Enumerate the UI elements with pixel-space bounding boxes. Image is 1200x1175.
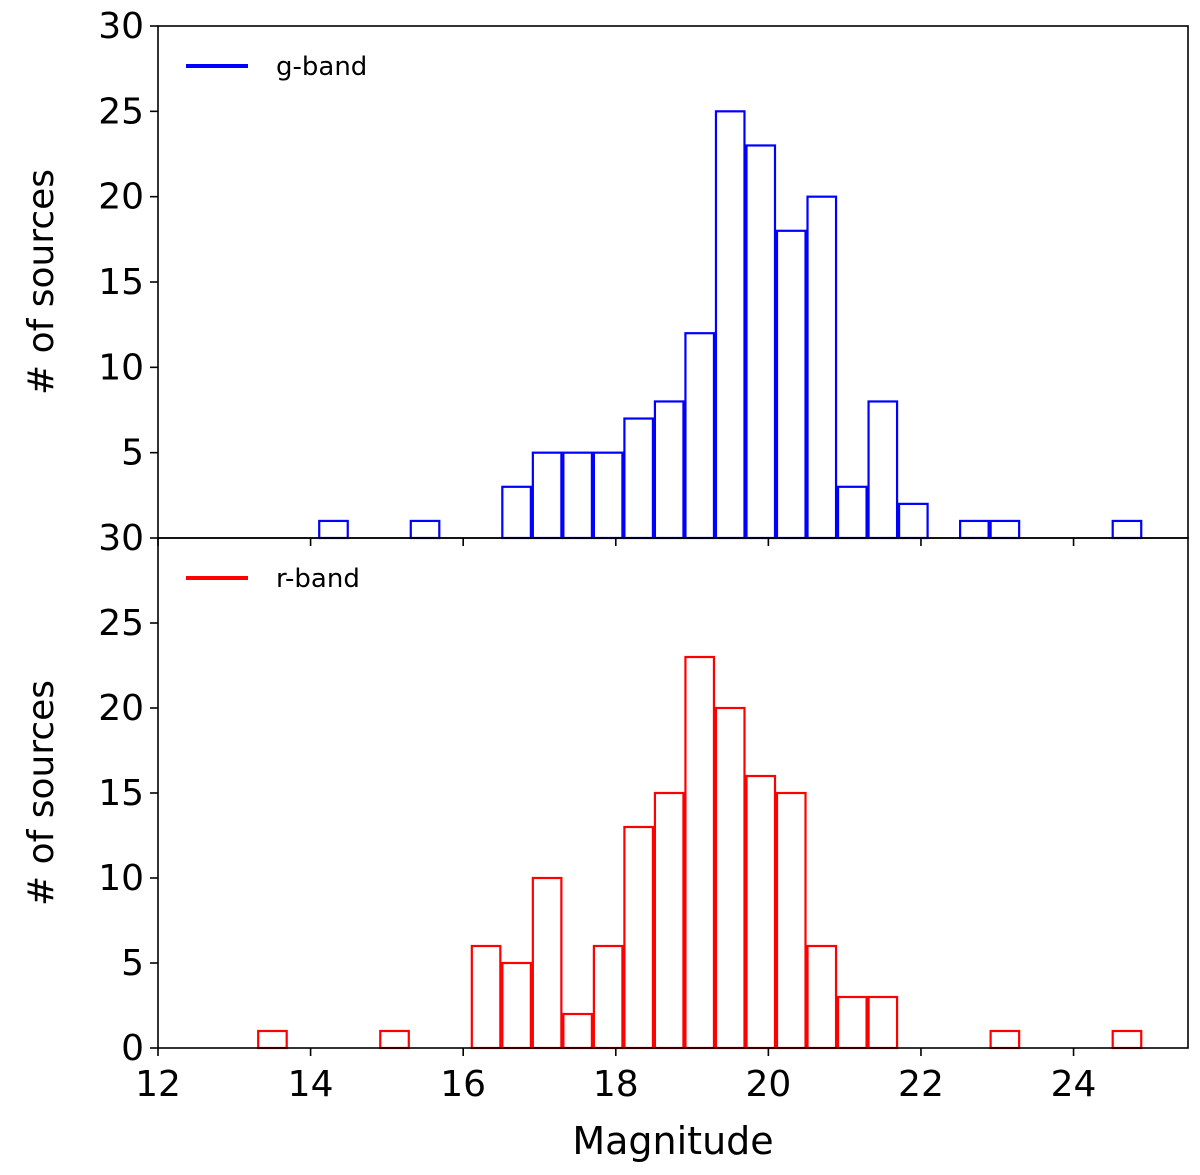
bottom-bar-9 (470, 944, 502, 1050)
bottom-bar-19 (775, 791, 807, 1050)
ticks (150, 25, 1075, 1056)
bottom-xtick-label-22: 22 (898, 1064, 944, 1105)
bottom-bar-21 (836, 995, 868, 1050)
top-legend-label: g-band (276, 52, 367, 82)
top-bar-13 (592, 451, 624, 540)
top-ytick-label-5: 5 (121, 433, 144, 474)
bottom-bar-14 (623, 825, 655, 1050)
legends: g-band r-band (186, 52, 367, 594)
bottom-xtick-label-16: 16 (440, 1064, 486, 1105)
bottom-bar-26 (989, 1029, 1021, 1050)
top-bar-14 (623, 417, 655, 540)
bottom-xtick-label-24: 24 (1051, 1064, 1097, 1105)
bottom-xtick-label-14: 14 (288, 1064, 334, 1105)
top-bar-19 (775, 229, 807, 540)
bottom-ytick-label-10: 10 (98, 858, 144, 899)
bottom-bar-18 (745, 774, 777, 1050)
bottom-xtick-label-18: 18 (593, 1064, 639, 1105)
bottom-xlabel: Magnitude (572, 1119, 773, 1163)
top-bar-30 (1111, 519, 1143, 540)
bottom-ytick-label-5: 5 (121, 943, 144, 984)
top-bar-12 (562, 451, 593, 540)
top-bar-15 (653, 400, 685, 540)
bottom-bar-10 (501, 961, 532, 1050)
top-axes-frame (157, 25, 1189, 539)
labels: 5 10 15 20 25 30 # of sources 0 5 10 15 20 25 30 # of … (21, 6, 1096, 1163)
top-ytick-label-30: 30 (98, 6, 144, 47)
top-bar-20 (806, 195, 838, 540)
bottom-ytick-label-15: 15 (98, 773, 144, 814)
bottom-bar-17 (714, 706, 746, 1050)
bottom-bar-2 (257, 1029, 288, 1050)
top-bar-23 (897, 502, 929, 540)
top-ytick-label-10: 10 (98, 347, 144, 388)
bottom-bar-6 (379, 1029, 410, 1050)
top-bar-22 (867, 400, 899, 540)
top-bar-4 (318, 519, 349, 540)
bottom-bar-22 (867, 995, 899, 1050)
top-bar-11 (531, 451, 563, 540)
bottom-legend-label: r-band (276, 564, 360, 594)
bottom-ylabel: # of sources (21, 680, 62, 906)
bottom-panel-bars (257, 655, 1143, 1050)
bottom-ytick-label-30: 30 (98, 518, 144, 559)
top-bar-25 (959, 519, 990, 540)
top-ylabel: # of sources (21, 169, 62, 395)
top-bar-26 (989, 519, 1021, 540)
top-ytick-label-20: 20 (98, 177, 144, 218)
top-bar-16 (684, 332, 716, 540)
bottom-bar-12 (562, 1012, 593, 1050)
bottom-ytick-label-20: 20 (98, 688, 144, 729)
top-bar-18 (745, 144, 777, 540)
top-ytick-label-15: 15 (98, 262, 144, 303)
top-bar-21 (836, 485, 868, 540)
bottom-bar-30 (1111, 1029, 1143, 1050)
bottom-bar-13 (592, 944, 624, 1050)
top-bar-7 (409, 519, 441, 540)
bottom-xtick-label-20: 20 (745, 1064, 791, 1105)
bottom-xtick-label-12: 12 (135, 1064, 181, 1105)
bottom-bar-11 (531, 876, 563, 1050)
top-bar-10 (501, 485, 532, 540)
top-ytick-label-25: 25 (98, 91, 144, 132)
top-panel-bars (318, 110, 1143, 540)
bottom-bar-16 (684, 655, 716, 1050)
bottom-ytick-label-0: 0 (121, 1028, 144, 1069)
bottom-bar-20 (806, 944, 838, 1050)
top-bar-17 (714, 110, 746, 540)
bottom-bar-15 (653, 791, 685, 1050)
bottom-ytick-label-25: 25 (98, 603, 144, 644)
